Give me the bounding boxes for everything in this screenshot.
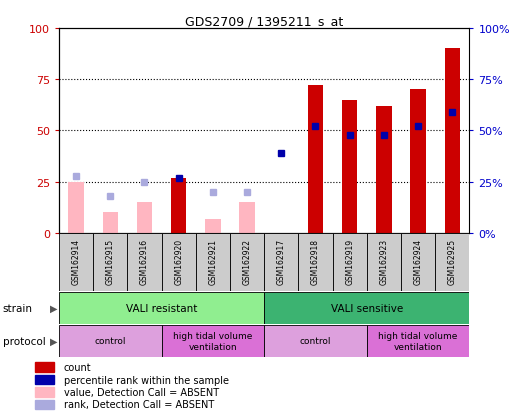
Bar — [435, 233, 469, 291]
Bar — [230, 233, 264, 291]
Bar — [59, 325, 162, 357]
Text: VALI sensitive: VALI sensitive — [331, 303, 403, 313]
Bar — [35, 375, 54, 385]
Bar — [35, 363, 54, 372]
Bar — [299, 233, 332, 291]
Bar — [445, 50, 460, 233]
Text: percentile rank within the sample: percentile rank within the sample — [64, 375, 229, 385]
Text: GSM162914: GSM162914 — [72, 238, 81, 284]
Bar — [240, 203, 255, 233]
Text: ▶: ▶ — [50, 303, 58, 313]
Bar — [308, 86, 323, 233]
Bar — [68, 182, 84, 233]
Text: GSM162916: GSM162916 — [140, 238, 149, 284]
Title: GDS2709 / 1395211_s_at: GDS2709 / 1395211_s_at — [185, 15, 343, 28]
Bar — [332, 233, 367, 291]
Text: count: count — [64, 362, 91, 373]
Bar — [162, 233, 196, 291]
Text: GSM162921: GSM162921 — [208, 238, 218, 284]
Text: GSM162923: GSM162923 — [380, 238, 388, 284]
Text: protocol: protocol — [3, 336, 45, 346]
Text: GSM162919: GSM162919 — [345, 238, 354, 284]
Bar — [264, 292, 469, 324]
Text: GSM162920: GSM162920 — [174, 238, 183, 284]
Text: GSM162917: GSM162917 — [277, 238, 286, 284]
Text: GSM162922: GSM162922 — [243, 238, 251, 284]
Bar — [127, 233, 162, 291]
Text: ▶: ▶ — [50, 336, 58, 346]
Text: GSM162924: GSM162924 — [413, 238, 423, 284]
Text: control: control — [94, 337, 126, 346]
Text: GSM162915: GSM162915 — [106, 238, 115, 284]
Bar — [93, 233, 127, 291]
Bar — [35, 400, 54, 409]
Bar — [367, 233, 401, 291]
Text: GSM162925: GSM162925 — [448, 238, 457, 284]
Bar — [264, 233, 299, 291]
Bar — [103, 213, 118, 233]
Bar — [367, 325, 469, 357]
Bar — [35, 387, 54, 397]
Bar — [171, 178, 186, 233]
Text: value, Detection Call = ABSENT: value, Detection Call = ABSENT — [64, 387, 219, 397]
Bar — [162, 325, 264, 357]
Bar — [196, 233, 230, 291]
Text: strain: strain — [3, 303, 32, 313]
Bar — [376, 107, 391, 233]
Text: GSM162918: GSM162918 — [311, 238, 320, 284]
Bar — [137, 203, 152, 233]
Text: VALI resistant: VALI resistant — [126, 303, 198, 313]
Bar — [264, 325, 367, 357]
Bar — [59, 292, 264, 324]
Text: control: control — [300, 337, 331, 346]
Bar — [410, 90, 426, 233]
Bar — [401, 233, 435, 291]
Bar — [205, 219, 221, 233]
Bar — [59, 233, 93, 291]
Text: rank, Detection Call = ABSENT: rank, Detection Call = ABSENT — [64, 399, 214, 409]
Text: high tidal volume
ventilation: high tidal volume ventilation — [379, 332, 458, 351]
Bar — [342, 100, 358, 233]
Text: high tidal volume
ventilation: high tidal volume ventilation — [173, 332, 252, 351]
